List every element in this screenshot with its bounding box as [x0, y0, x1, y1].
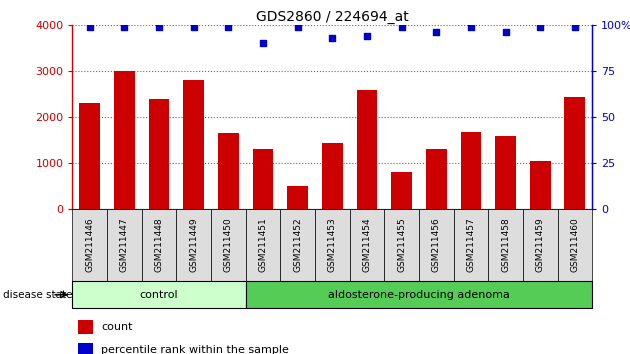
Bar	[495, 136, 516, 209]
Bar	[322, 143, 343, 209]
Bar	[183, 80, 204, 209]
Text: GSM211447: GSM211447	[120, 218, 129, 272]
FancyBboxPatch shape	[280, 209, 315, 281]
Text: percentile rank within the sample: percentile rank within the sample	[101, 345, 289, 354]
Point	[431, 29, 441, 35]
Point	[154, 24, 164, 29]
Point	[396, 24, 406, 29]
FancyBboxPatch shape	[107, 209, 142, 281]
Text: GSM211460: GSM211460	[570, 218, 580, 272]
FancyBboxPatch shape	[211, 209, 246, 281]
Text: GSM211456: GSM211456	[432, 218, 441, 272]
FancyBboxPatch shape	[384, 209, 419, 281]
Point	[188, 24, 198, 29]
Bar	[426, 149, 447, 209]
FancyBboxPatch shape	[454, 209, 488, 281]
Text: GSM211448: GSM211448	[154, 218, 164, 272]
Bar	[530, 161, 551, 209]
Bar	[564, 97, 585, 209]
FancyBboxPatch shape	[142, 209, 176, 281]
Bar	[149, 99, 169, 209]
Bar	[77, 320, 93, 334]
Point	[223, 24, 233, 29]
Point	[292, 24, 302, 29]
Bar	[218, 133, 239, 209]
Text: GSM211453: GSM211453	[328, 218, 337, 272]
Text: GSM211450: GSM211450	[224, 218, 233, 272]
Text: GSM211451: GSM211451	[258, 218, 268, 272]
Bar	[79, 103, 100, 209]
Bar	[253, 149, 273, 209]
Title: GDS2860 / 224694_at: GDS2860 / 224694_at	[256, 10, 409, 24]
Point	[362, 33, 372, 39]
FancyBboxPatch shape	[246, 281, 592, 308]
Point	[466, 24, 476, 29]
Point	[500, 29, 510, 35]
Text: disease state: disease state	[3, 290, 72, 300]
Text: GSM211459: GSM211459	[536, 218, 545, 272]
FancyBboxPatch shape	[246, 209, 280, 281]
Bar	[287, 186, 308, 209]
Text: count: count	[101, 322, 132, 332]
Point	[84, 24, 95, 29]
Text: control: control	[140, 290, 178, 300]
FancyBboxPatch shape	[523, 209, 558, 281]
FancyBboxPatch shape	[176, 209, 211, 281]
Point	[120, 24, 130, 29]
Point	[327, 35, 337, 40]
Point	[535, 24, 545, 29]
Point	[258, 40, 268, 46]
Bar	[357, 90, 377, 209]
Point	[570, 24, 580, 29]
FancyBboxPatch shape	[488, 209, 523, 281]
Text: GSM211455: GSM211455	[397, 218, 406, 272]
Bar	[114, 71, 135, 209]
FancyBboxPatch shape	[72, 209, 107, 281]
Text: GSM211458: GSM211458	[501, 218, 510, 272]
Bar	[461, 132, 481, 209]
FancyBboxPatch shape	[350, 209, 384, 281]
Text: GSM211449: GSM211449	[189, 218, 198, 272]
Bar	[391, 172, 412, 209]
Text: GSM211446: GSM211446	[85, 218, 94, 272]
Text: GSM211457: GSM211457	[466, 218, 476, 272]
FancyBboxPatch shape	[558, 209, 592, 281]
Text: aldosterone-producing adenoma: aldosterone-producing adenoma	[328, 290, 510, 300]
Bar	[77, 343, 93, 354]
FancyBboxPatch shape	[315, 209, 350, 281]
Text: GSM211452: GSM211452	[293, 218, 302, 272]
FancyBboxPatch shape	[419, 209, 454, 281]
FancyBboxPatch shape	[72, 281, 246, 308]
Text: GSM211454: GSM211454	[362, 218, 372, 272]
